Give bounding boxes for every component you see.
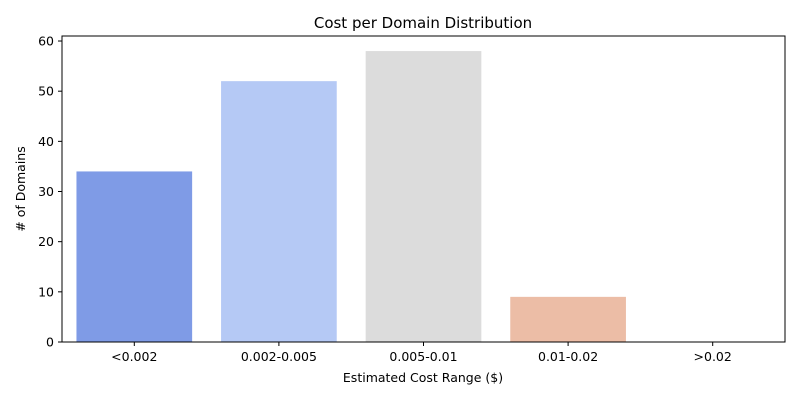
y-tick-label: 40 <box>38 134 54 149</box>
x-tick-label: 0.005-0.01 <box>389 349 457 364</box>
chart-title: Cost per Domain Distribution <box>314 14 532 32</box>
y-axis-ticks: 0 10 20 30 40 50 60 <box>38 34 62 350</box>
bar-2 <box>365 51 482 343</box>
x-tick-label: >0.02 <box>694 349 732 364</box>
x-tick-label: 0.002-0.005 <box>241 349 317 364</box>
y-tick-label: 10 <box>38 284 54 299</box>
bar-1 <box>221 81 337 343</box>
y-tick-label: 20 <box>38 234 54 249</box>
bars-group <box>76 51 626 343</box>
x-tick-label: 0.01-0.02 <box>538 349 598 364</box>
x-axis-ticks: <0.002 0.002-0.005 0.005-0.01 0.01-0.02 >0.0… <box>111 342 732 364</box>
y-tick-label: 30 <box>38 184 54 199</box>
x-axis-label: Estimated Cost Range ($) <box>343 370 503 385</box>
bar-3 <box>510 296 626 342</box>
y-tick-label: 60 <box>38 34 54 49</box>
bar-0 <box>76 171 193 342</box>
plot-frame <box>61 35 786 343</box>
y-tick-label: 50 <box>38 84 54 99</box>
y-axis-label: # of Domains <box>13 146 28 232</box>
y-tick-label: 0 <box>46 335 54 350</box>
x-tick-label: <0.002 <box>111 349 157 364</box>
